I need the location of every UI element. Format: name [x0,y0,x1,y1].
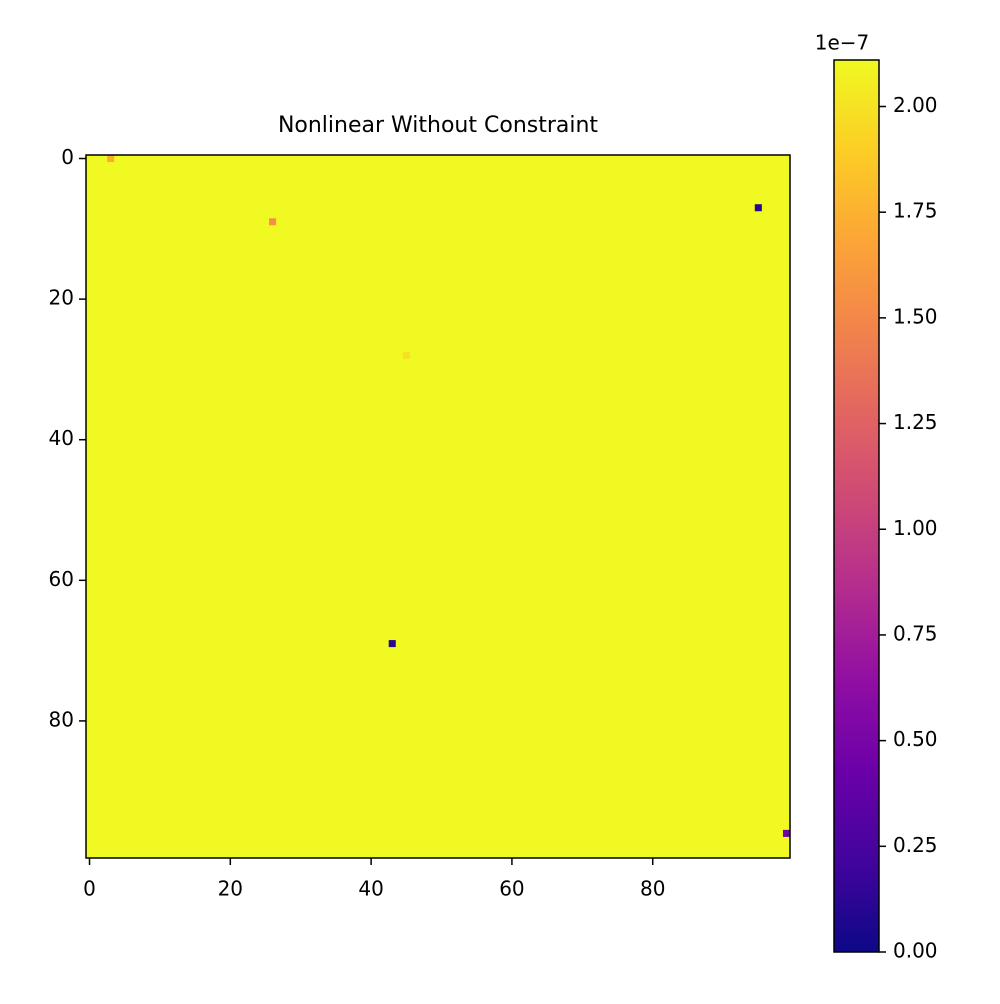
heatmap-cell [402,351,410,359]
y-tick-label: 40 [49,426,74,450]
colorbar-tick-label: 1.50 [893,304,938,328]
x-tick-label: 40 [358,877,383,901]
heatmap-cell [107,155,115,163]
colorbar-tick-label: 0.00 [893,939,938,963]
heatmap-cell [754,204,762,212]
colorbar-tick-label: 0.50 [893,727,938,751]
heatmap-cell [269,218,277,226]
colorbar-tick-label: 1.25 [893,410,938,434]
heatmap-background [86,155,790,858]
colorbar [833,59,880,953]
heatmap-cell [388,640,396,648]
colorbar-tick-label: 1.75 [893,199,938,223]
colorbar-tick-label: 2.00 [893,93,938,117]
plot-frame [85,154,791,859]
y-tick-label: 60 [49,567,74,591]
y-tick-label: 0 [61,145,74,169]
y-tick-label: 80 [49,707,74,731]
y-tick-label: 20 [49,286,74,310]
colorbar-tick-label: 0.75 [893,621,938,645]
chart-title: Nonlinear Without Constraint [278,113,598,138]
x-tick-label: 80 [640,877,665,901]
x-tick-label: 0 [83,877,96,901]
x-tick-label: 60 [499,877,524,901]
heatmap-cell [782,829,790,837]
colorbar-tick-label: 0.25 [893,833,938,857]
x-tick-label: 20 [218,877,243,901]
colorbar-offset: 1e−7 [815,31,870,55]
colorbar-tick-label: 1.00 [893,516,938,540]
